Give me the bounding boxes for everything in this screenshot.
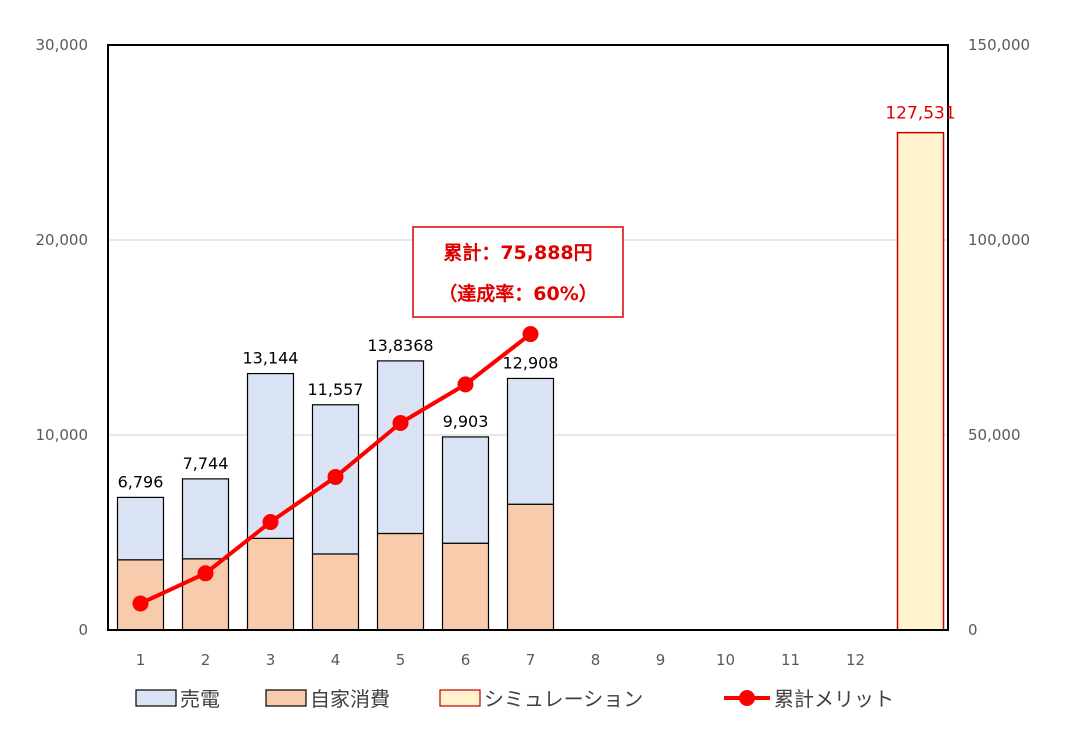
plot-area-border xyxy=(107,44,949,631)
cumulative-marker xyxy=(197,565,214,582)
y-tick-label: 10,000 xyxy=(36,426,89,444)
legend-item-self-consumption: 自家消費 xyxy=(265,687,390,711)
legend-swatch-sales xyxy=(135,689,177,707)
bar-self-consumption xyxy=(441,542,490,631)
x-tick-label: 10 xyxy=(716,651,735,669)
x-tick-label: 9 xyxy=(656,651,666,669)
cumulative-marker xyxy=(457,376,474,393)
annotation-box: 累計：75,888円 （達成率：60%） xyxy=(412,226,624,318)
legend-item-cumulative: 累計メリット xyxy=(724,687,894,711)
bar-total-label: 9,903 xyxy=(443,412,489,431)
cumulative-marker xyxy=(522,326,539,343)
cumulative-line xyxy=(132,326,539,612)
x-tick-label: 2 xyxy=(201,651,211,669)
cumulative-marker xyxy=(327,468,344,485)
x-tick-label: 7 xyxy=(526,651,536,669)
simulation-value-label: 127,531 xyxy=(885,104,955,124)
y-tick-label: 20,000 xyxy=(36,231,89,249)
x-tick-label: 6 xyxy=(461,651,471,669)
cumulative-marker xyxy=(392,414,409,431)
legend-label-sales: 売電 xyxy=(180,687,220,711)
bar-total-label: 12,908 xyxy=(503,353,559,372)
bar-sales xyxy=(376,360,425,535)
legend-swatch-simulation xyxy=(439,689,481,707)
y2-tick-label: 100,000 xyxy=(968,231,1030,249)
bar-total-label: 7,744 xyxy=(183,454,229,473)
bar-sales xyxy=(181,478,230,560)
cumulative-marker xyxy=(132,595,149,612)
x-tick-label: 5 xyxy=(396,651,406,669)
annotation-line2: （達成率：60%） xyxy=(438,282,597,305)
y2-tick-label: 0 xyxy=(968,621,978,639)
x-tick-label: 12 xyxy=(846,651,865,669)
cumulative-marker xyxy=(262,514,279,531)
bar-self-consumption xyxy=(376,532,425,631)
annotation-frame xyxy=(412,226,624,318)
y2-tick-label: 50,000 xyxy=(968,426,1021,444)
x-tick-label: 11 xyxy=(781,651,800,669)
bars xyxy=(116,131,945,631)
legend-label-simulation: シミュレーション xyxy=(484,687,643,711)
bar-sales xyxy=(506,377,555,505)
x-tick-label: 4 xyxy=(331,651,341,669)
y2-tick-label: 150,000 xyxy=(968,36,1030,54)
bar-sales xyxy=(441,436,490,544)
legend: 売電 自家消費 シミュレーション 累計メリット xyxy=(135,687,894,711)
legend-swatch-self-consumption xyxy=(265,689,307,707)
bar-total-label: 6,796 xyxy=(118,472,164,491)
y2-axis-ticks: 0 50,000 100,000 150,000 xyxy=(968,36,1030,639)
x-tick-label: 3 xyxy=(266,651,276,669)
bar-simulation xyxy=(896,131,945,631)
legend-label-cumulative: 累計メリット xyxy=(774,687,894,711)
bar-sales xyxy=(246,372,295,539)
x-tick-label: 1 xyxy=(136,651,146,669)
bar-self-consumption xyxy=(311,553,360,631)
bar-total-label: 11,557 xyxy=(308,380,364,399)
legend-marker-cumulative xyxy=(739,690,755,706)
bar-sales xyxy=(116,496,165,561)
legend-item-sales: 売電 xyxy=(135,687,220,711)
y-axis-ticks: 0 10,000 20,000 30,000 xyxy=(36,36,89,639)
bar-total-label: 13,8368 xyxy=(367,336,433,355)
x-axis-ticks: 1 2 3 4 5 6 7 8 9 10 11 12 xyxy=(136,651,865,669)
bar-labels: 6,796 7,744 13,144 11,557 13,8368 9,903 12,908… xyxy=(118,104,956,492)
legend-item-simulation: シミュレーション xyxy=(439,687,643,711)
bar-self-consumption xyxy=(246,537,295,631)
annotation-line1: 累計：75,888円 xyxy=(443,241,592,264)
y-tick-label: 0 xyxy=(78,621,88,639)
bar-self-consumption xyxy=(506,503,555,631)
y-tick-label: 30,000 xyxy=(36,36,89,54)
bar-total-label: 13,144 xyxy=(243,349,299,368)
x-tick-label: 8 xyxy=(591,651,601,669)
legend-label-self-consumption: 自家消費 xyxy=(310,687,390,711)
